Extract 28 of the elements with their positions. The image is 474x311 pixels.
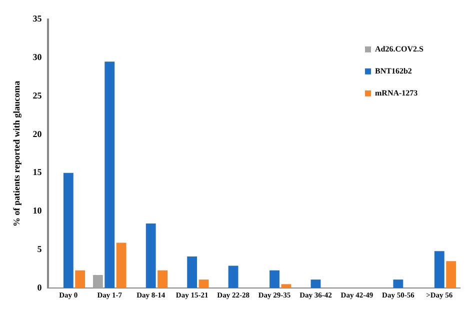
bar [158, 270, 168, 288]
y-tick-label: 30 [32, 52, 42, 62]
bar [228, 266, 238, 288]
bar [281, 284, 292, 288]
bar [270, 270, 280, 288]
bar [146, 224, 156, 288]
y-tick-label: 15 [32, 167, 42, 178]
bar [75, 270, 86, 288]
y-axis-title: % of patients reported with glaucoma [12, 80, 22, 226]
bar [434, 251, 444, 288]
bar [116, 242, 126, 288]
bar [198, 280, 209, 288]
bar [446, 261, 456, 288]
legend-label: mRNA-1273 [375, 88, 418, 98]
bar [187, 256, 198, 288]
y-tick-label: 10 [32, 206, 42, 216]
legend-label: BNT162b2 [375, 66, 412, 76]
legend-label: Ad26.COV2.S [375, 44, 424, 54]
y-tick-label: 25 [32, 90, 42, 100]
y-tick-label: 0 [37, 282, 42, 292]
y-tick-label: 35 [32, 14, 42, 24]
bar [393, 280, 404, 288]
bar [104, 62, 115, 288]
y-tick-label: 20 [32, 128, 42, 139]
bar [310, 280, 321, 288]
y-tick-label: 5 [37, 244, 42, 254]
bar [63, 172, 74, 288]
bar [92, 274, 103, 288]
